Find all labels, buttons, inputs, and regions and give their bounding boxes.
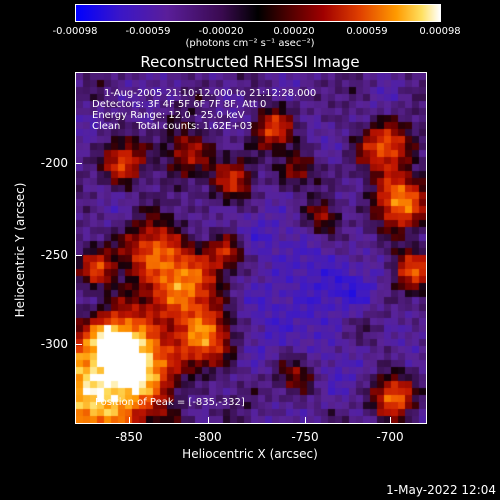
x-tick: -750 bbox=[291, 430, 319, 444]
x-tickmark bbox=[305, 417, 306, 423]
x-tickmark bbox=[129, 417, 130, 423]
y-tickmark bbox=[76, 163, 82, 164]
colorbar-tick: 0.00020 bbox=[273, 26, 315, 37]
colorbar-tick: -0.00098 bbox=[52, 26, 98, 37]
plot-frame bbox=[75, 72, 427, 424]
x-axis-label: Heliocentric X (arcsec) bbox=[182, 447, 318, 461]
y-tick: -200 bbox=[40, 156, 68, 170]
y-tick: -250 bbox=[40, 248, 68, 262]
x-tick: -850 bbox=[115, 430, 143, 444]
colorbar-tick: 0.00059 bbox=[346, 26, 388, 37]
info-peak: Position of Peak = [-835,-332] bbox=[95, 397, 245, 408]
info-detectors: Detectors: 3F 4F 5F 6F 7F 8F, Att 0 bbox=[92, 99, 267, 110]
y-axis-label: Heliocentric Y (arcsec) bbox=[13, 182, 27, 318]
x-tickmark bbox=[390, 417, 391, 423]
colorbar bbox=[75, 4, 441, 22]
colorbar-units: (photons cm⁻² s⁻¹ asec⁻²) bbox=[185, 38, 315, 49]
x-tickmark bbox=[208, 417, 209, 423]
info-energy: Energy Range: 12.0 - 25.0 keV bbox=[92, 110, 245, 121]
y-tickmark bbox=[76, 344, 82, 345]
y-tickmark bbox=[76, 255, 82, 256]
info-time: 1-Aug-2005 21:10:12.000 to 21:12:28.000 bbox=[104, 88, 317, 99]
solar-image bbox=[76, 73, 426, 423]
colorbar-tick: -0.00020 bbox=[198, 26, 244, 37]
plot-title: Reconstructed RHESSI Image bbox=[140, 53, 360, 71]
x-tick: -800 bbox=[194, 430, 222, 444]
x-tick: -700 bbox=[376, 430, 404, 444]
timestamp-footer: 1-May-2022 12:04 bbox=[386, 483, 496, 497]
colorbar-tick: 0.00098 bbox=[419, 26, 461, 37]
y-tick: -300 bbox=[40, 337, 68, 351]
colorbar-tick: -0.00059 bbox=[125, 26, 171, 37]
info-clean: Clean Total counts: 1.62E+03 bbox=[92, 121, 253, 132]
